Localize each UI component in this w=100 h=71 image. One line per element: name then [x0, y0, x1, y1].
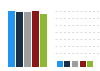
Bar	[24, 12, 31, 67]
Bar	[80, 61, 86, 67]
Bar	[57, 61, 63, 67]
Bar	[16, 12, 23, 67]
Bar	[64, 61, 70, 67]
Bar	[40, 14, 47, 67]
Bar	[32, 11, 39, 67]
Bar	[72, 61, 78, 67]
Bar	[8, 11, 15, 67]
Bar	[87, 61, 93, 67]
